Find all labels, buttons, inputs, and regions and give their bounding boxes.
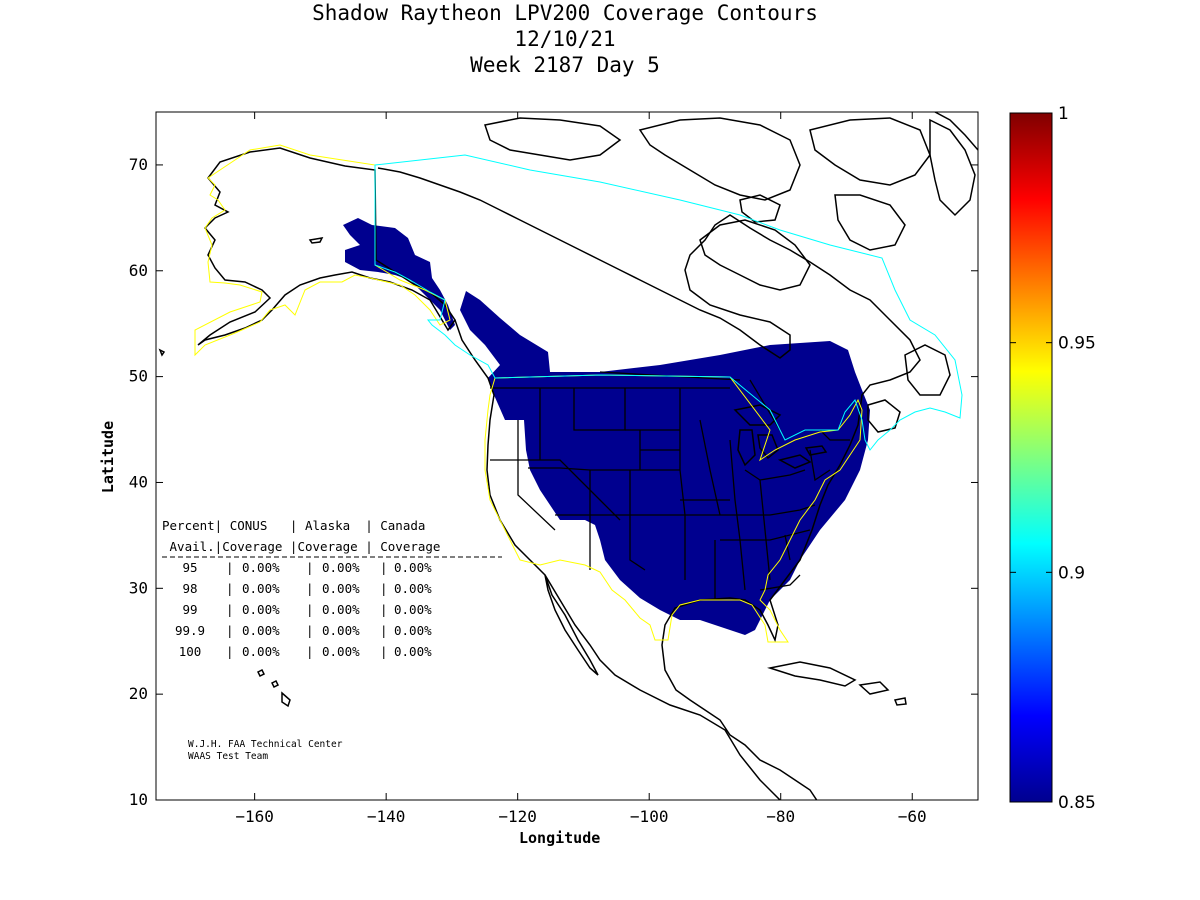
row-percent: 98 — [182, 581, 197, 596]
y-axis-ticks: 10 20 30 40 50 60 70 — [129, 155, 978, 809]
row-sep: | — [380, 560, 388, 575]
colorbar-tick-label: 0.85 — [1058, 793, 1096, 813]
row-sep: | — [226, 602, 234, 617]
row-sep: | — [226, 623, 234, 638]
row-conus: 0.00% — [242, 581, 280, 596]
row-conus: 0.00% — [242, 602, 280, 617]
row-canada: 0.00% — [394, 644, 432, 659]
table-row: 100 | 0.00% | 0.00% | 0.00% — [179, 644, 432, 659]
colorbar-ticks: 1 0.95 0.9 0.85 — [1010, 104, 1096, 813]
row-conus: 0.00% — [242, 623, 280, 638]
table-row: 99 | 0.00% | 0.00% | 0.00% — [182, 602, 432, 617]
title-line-1: Shadow Raytheon LPV200 Coverage Contours — [312, 1, 818, 25]
table-header-1: Percent| CONUS | Alaska | Canada — [162, 518, 425, 533]
row-sep: | — [380, 644, 388, 659]
table-row: 95 | 0.00% | 0.00% | 0.00% — [182, 560, 432, 575]
row-canada: 0.00% — [394, 602, 432, 617]
title-line-2: 12/10/21 — [514, 27, 616, 51]
table-row: 98 | 0.00% | 0.00% | 0.00% — [182, 581, 432, 596]
row-sep: | — [380, 602, 388, 617]
row-sep: | — [306, 581, 314, 596]
y-axis-label: Latitude — [99, 420, 117, 494]
row-sep: | — [380, 581, 388, 596]
row-canada: 0.00% — [394, 623, 432, 638]
service-area-boundaries — [194, 144, 963, 643]
x-tick-label: −160 — [235, 807, 274, 826]
plot-frame — [155, 111, 979, 801]
y-tick-label: 10 — [129, 790, 148, 809]
credit-line-1: W.J.H. FAA Technical Center — [188, 739, 343, 750]
colorbar — [1009, 112, 1053, 803]
title-line-3: Week 2187 Day 5 — [470, 53, 660, 77]
row-sep: | — [226, 581, 234, 596]
x-tick-label: −80 — [766, 807, 795, 826]
row-alaska: 0.00% — [322, 560, 360, 575]
y-tick-label: 70 — [129, 155, 148, 174]
row-sep: | — [380, 623, 388, 638]
coastlines — [158, 112, 978, 800]
row-alaska: 0.00% — [322, 644, 360, 659]
row-sep: | — [226, 560, 234, 575]
row-sep: | — [226, 644, 234, 659]
y-tick-label: 20 — [129, 684, 148, 703]
row-sep: | — [306, 644, 314, 659]
coverage-table: Percent| CONUS | Alaska | Canada Avail.|… — [162, 518, 502, 659]
y-tick-label: 30 — [129, 578, 148, 597]
row-sep: | — [306, 602, 314, 617]
row-alaska: 0.00% — [322, 623, 360, 638]
x-axis-label: Longitude — [519, 829, 601, 847]
table-row: 99.9 | 0.00% | 0.00% | 0.00% — [175, 623, 432, 638]
row-canada: 0.00% — [394, 560, 432, 575]
colorbar-tick-label: 1 — [1058, 104, 1069, 124]
row-conus: 0.00% — [242, 644, 280, 659]
row-sep: | — [306, 623, 314, 638]
state-borders — [490, 371, 850, 600]
row-percent: 99 — [182, 602, 197, 617]
row-percent: 100 — [179, 644, 202, 659]
x-tick-label: −100 — [630, 807, 669, 826]
x-tick-label: −140 — [367, 807, 406, 826]
colorbar-tick-label: 0.9 — [1058, 563, 1085, 583]
colorbar-tick-label: 0.95 — [1058, 334, 1096, 354]
y-tick-label: 40 — [129, 472, 148, 491]
row-alaska: 0.00% — [322, 581, 360, 596]
x-tick-label: −60 — [898, 807, 927, 826]
y-tick-label: 50 — [129, 367, 148, 386]
row-percent: 95 — [182, 560, 197, 575]
credit-line-2: WAAS Test Team — [188, 751, 268, 762]
row-sep: | — [306, 560, 314, 575]
row-canada: 0.00% — [394, 581, 432, 596]
x-axis-ticks: −160 −140 −120 −100 −80 −60 — [235, 112, 927, 826]
row-conus: 0.00% — [242, 560, 280, 575]
row-percent: 99.9 — [175, 623, 205, 638]
y-tick-label: 60 — [129, 261, 148, 280]
row-alaska: 0.00% — [322, 602, 360, 617]
x-tick-label: −120 — [498, 807, 537, 826]
table-header-2: Avail.|Coverage |Coverage | Coverage — [162, 539, 440, 554]
